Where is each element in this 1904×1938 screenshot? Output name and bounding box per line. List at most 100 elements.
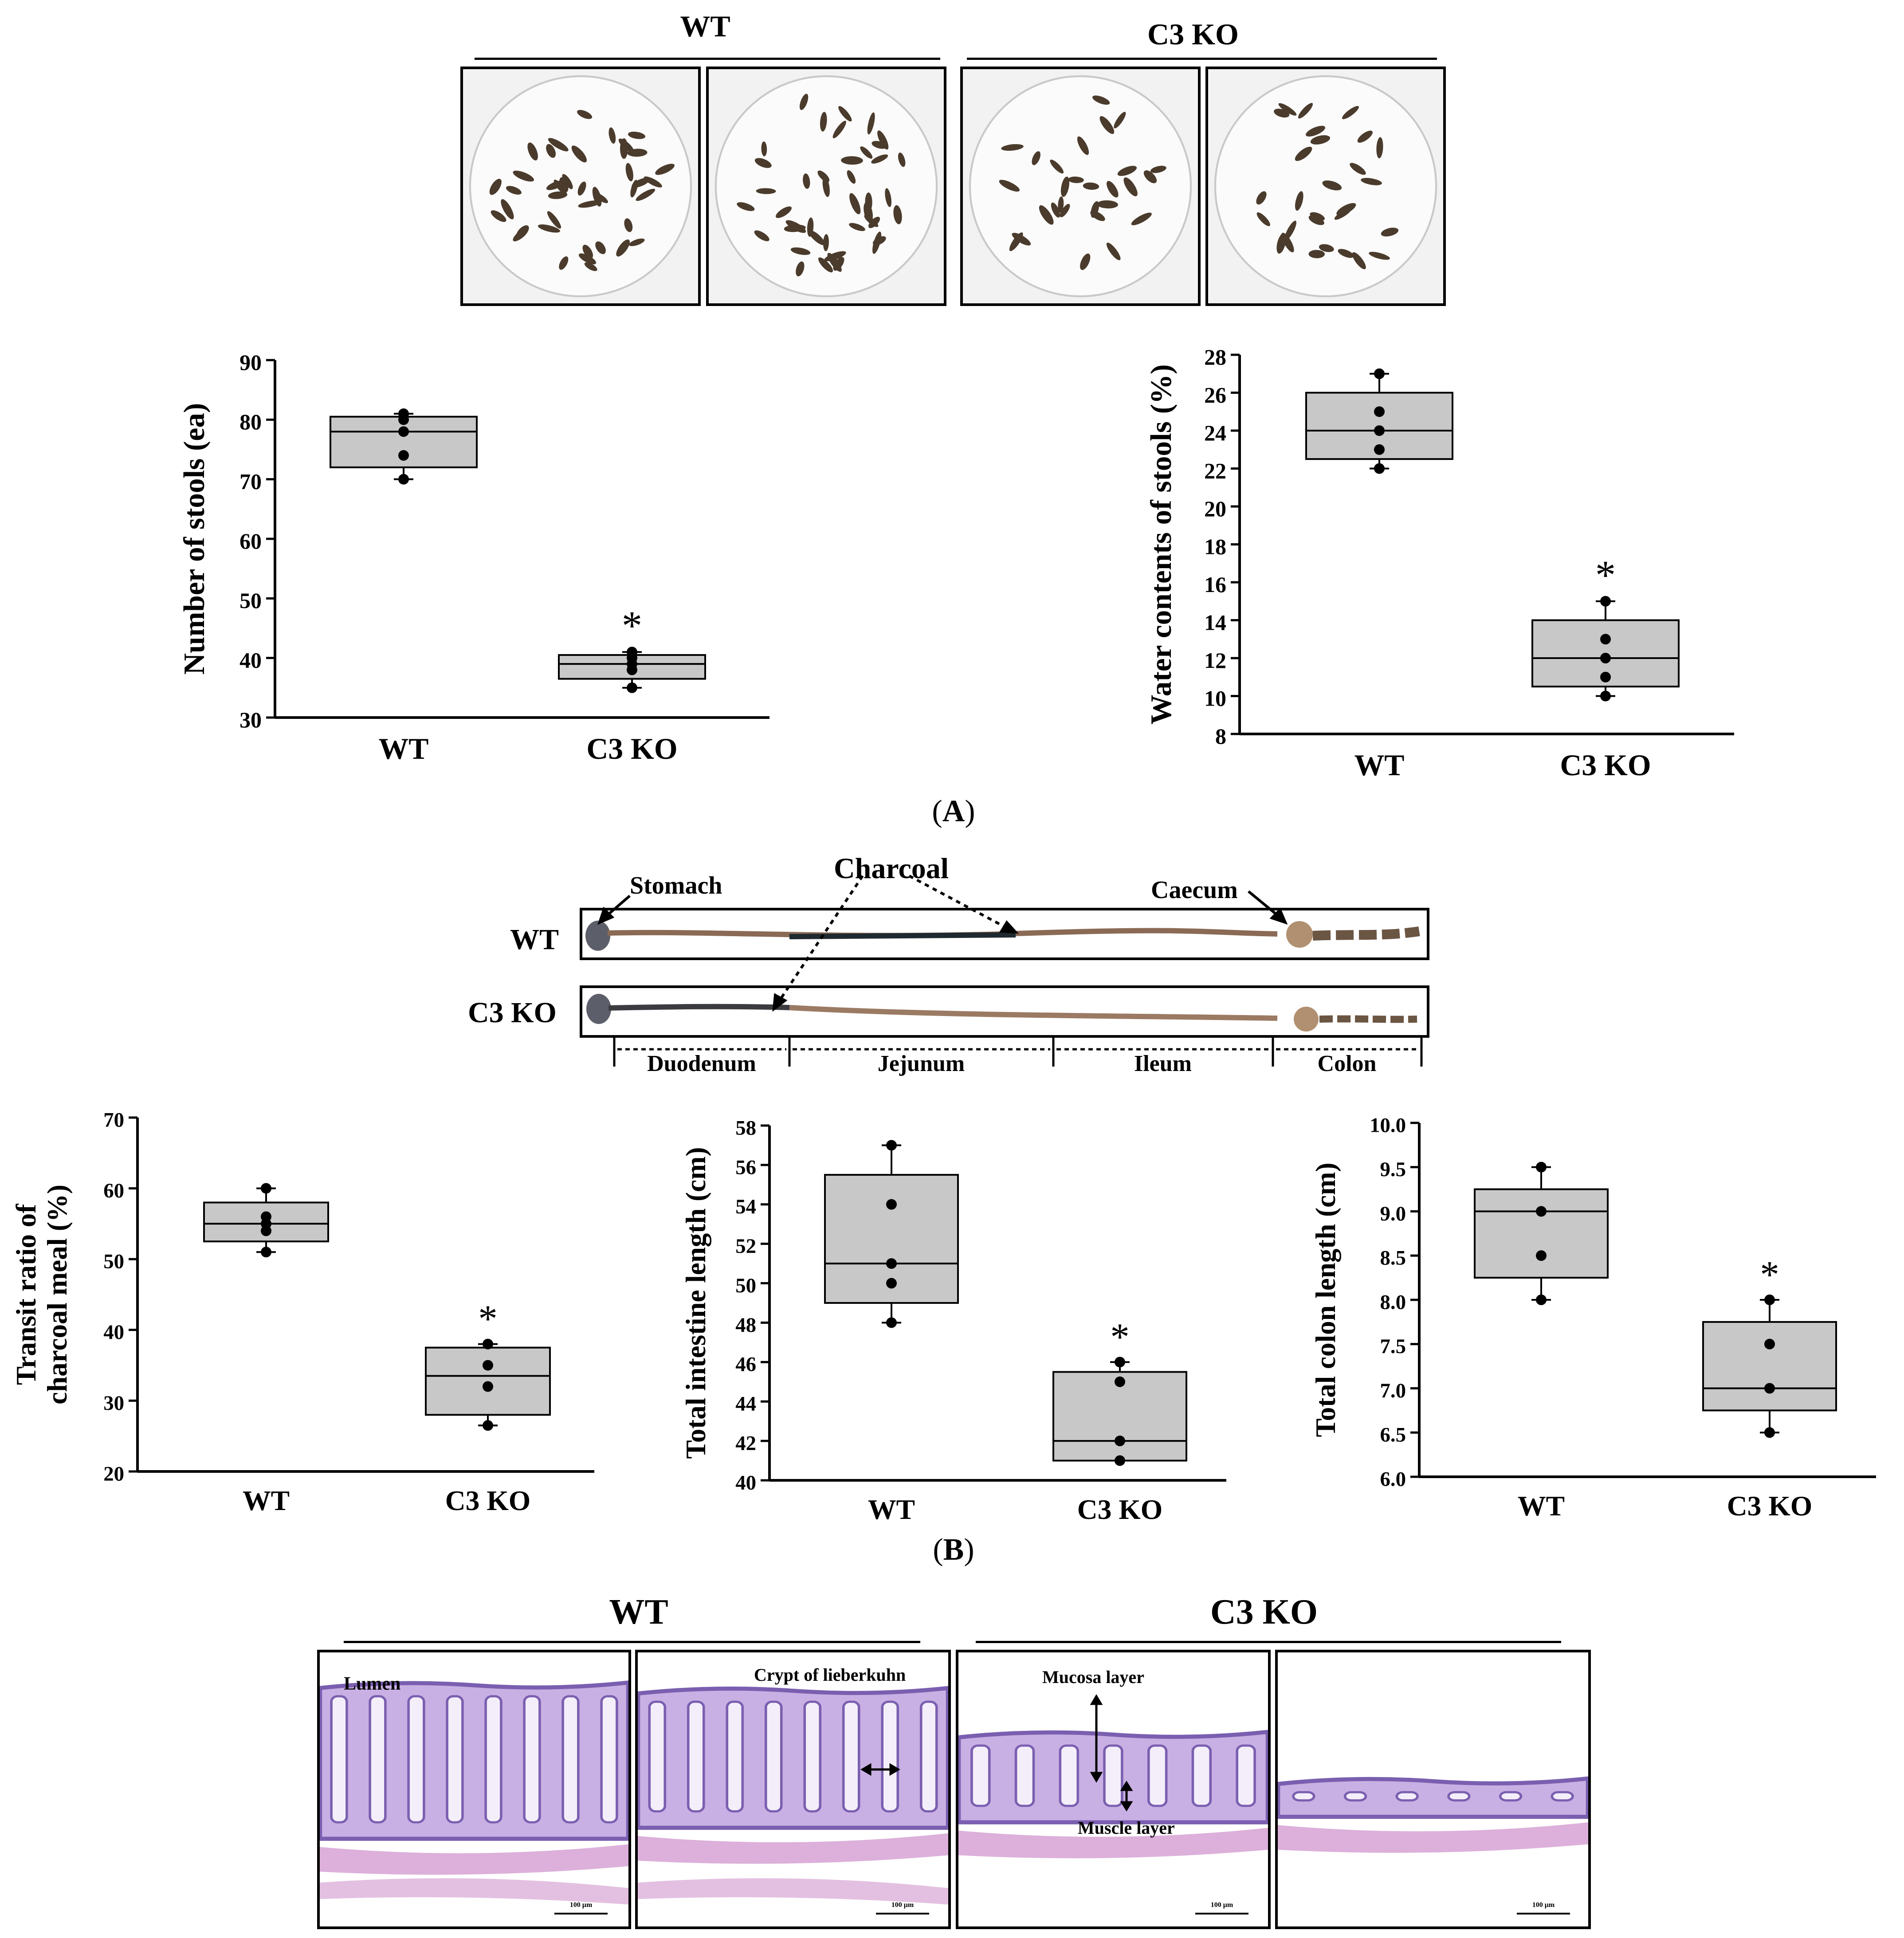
data-point — [1115, 1357, 1125, 1368]
stool-pellet — [1083, 182, 1099, 190]
stool-pellet — [1352, 252, 1366, 270]
stool-pellet — [867, 112, 875, 135]
stool-pellet — [1092, 95, 1110, 105]
stool-pellet — [885, 188, 892, 207]
data-point — [1536, 1295, 1547, 1305]
stool-pellet — [1080, 253, 1091, 270]
stool-pellet — [513, 228, 528, 242]
data-point — [261, 1211, 271, 1222]
stool-pellet — [1060, 204, 1070, 217]
stool-pellet — [620, 138, 628, 159]
y-axis-label: Total colon length (cm) — [1310, 1163, 1341, 1437]
stool-photo-c3ko-2 — [1205, 67, 1446, 306]
histology-wt-2 — [635, 1650, 951, 1929]
data-point — [886, 1258, 897, 1269]
stool-pellet — [1361, 178, 1382, 185]
stool-pellet — [489, 179, 502, 195]
scale-bar-3: 100 μm — [1195, 1901, 1248, 1914]
stool-pellet — [820, 112, 827, 132]
scale-bar-1: 100 μm — [554, 1901, 608, 1914]
gi-arrows — [597, 875, 1288, 1012]
x-tick-label: WT — [243, 1485, 290, 1516]
stool-pellet — [1350, 163, 1366, 175]
stool-pellets — [1256, 103, 1399, 270]
stool-pellet — [1278, 103, 1297, 116]
x-tick-label: C3 KO — [1727, 1490, 1813, 1522]
y-tick-label: 30 — [103, 1392, 124, 1415]
y-tick-label: 54 — [735, 1195, 756, 1218]
stool-pellet — [628, 238, 645, 247]
data-point — [1115, 1455, 1125, 1466]
stool-pellet — [577, 181, 586, 196]
panel-a-group-wt-line — [475, 58, 940, 60]
crypt — [1147, 1744, 1168, 1807]
data-point — [483, 1381, 493, 1392]
stool-pellet — [491, 210, 506, 222]
data-point — [1374, 368, 1385, 379]
panel-a-group-c3ko-line — [967, 58, 1437, 60]
stool-pellet — [538, 224, 560, 233]
label-lumen: Lumen — [344, 1674, 400, 1694]
y-tick-label: 30 — [239, 708, 262, 732]
label-charcoal: Charcoal — [834, 852, 949, 885]
panel-a-group-wt-title: WT — [680, 9, 730, 43]
data-point — [398, 408, 409, 419]
stool-pellet — [761, 141, 767, 157]
y-axis-label: Total intestine length (cm) — [680, 1147, 711, 1459]
stool-pellet — [501, 199, 514, 220]
y-tick-label: 7.0 — [1380, 1379, 1406, 1402]
gi-segment-bracket — [613, 1036, 1423, 1067]
y-tick-label: 9.0 — [1380, 1202, 1406, 1225]
stool-pellet — [1123, 177, 1138, 196]
data-point — [886, 1278, 897, 1289]
label-mucosa: Mucosa layer — [1042, 1667, 1144, 1687]
stool-pellet — [1306, 126, 1326, 137]
stool-pellet — [559, 177, 569, 192]
label-stomach: Stomach — [630, 872, 722, 899]
significance-marker: * — [622, 603, 642, 649]
stool-pellet — [1369, 251, 1390, 260]
x-tick-label: WT — [1518, 1490, 1565, 1522]
stool-pellet — [776, 206, 792, 218]
stool-pellet — [809, 230, 825, 245]
data-point — [1536, 1161, 1547, 1173]
data-point — [627, 682, 637, 693]
data-point — [483, 1338, 493, 1350]
y-tick-label: 8 — [1215, 724, 1226, 749]
x-tick-label: C3 KO — [586, 732, 677, 765]
data-point — [1600, 690, 1611, 702]
svg-text:100 μm: 100 μm — [891, 1901, 914, 1909]
y-tick-label: 9.5 — [1380, 1158, 1406, 1181]
panel-b-label: (B) — [933, 1533, 974, 1567]
stool-pellet — [1117, 165, 1137, 176]
crypt — [919, 1700, 938, 1812]
muscle-tissue — [320, 1844, 628, 1875]
y-axis-label: Number of stools (ea) — [177, 403, 211, 675]
stool-pellet — [893, 205, 902, 224]
y-axis-label: Water contents of stools (%) — [1144, 364, 1178, 724]
crypt — [803, 1700, 822, 1812]
stool-pellet — [1357, 130, 1373, 143]
stool-pellet — [754, 230, 769, 241]
stool-pellet — [999, 180, 1020, 192]
stool-pellet — [871, 154, 888, 164]
crypt — [1499, 1791, 1523, 1802]
y-tick-label: 44 — [735, 1393, 756, 1416]
stool-pellet — [803, 173, 810, 189]
stool-pellet — [636, 188, 656, 201]
stool-pellet — [627, 149, 648, 157]
stool-pellet — [644, 176, 662, 188]
y-tick-label: 46 — [735, 1353, 756, 1376]
stool-pellets — [999, 95, 1166, 270]
data-point — [886, 1199, 897, 1210]
data-point — [1374, 444, 1385, 455]
stool-pellet — [616, 239, 630, 257]
box-0 — [824, 1140, 959, 1328]
stool-pellet — [595, 241, 606, 255]
mucosa-tissue — [638, 1686, 948, 1830]
data-point — [483, 1360, 493, 1371]
stool-pellet — [578, 253, 597, 265]
